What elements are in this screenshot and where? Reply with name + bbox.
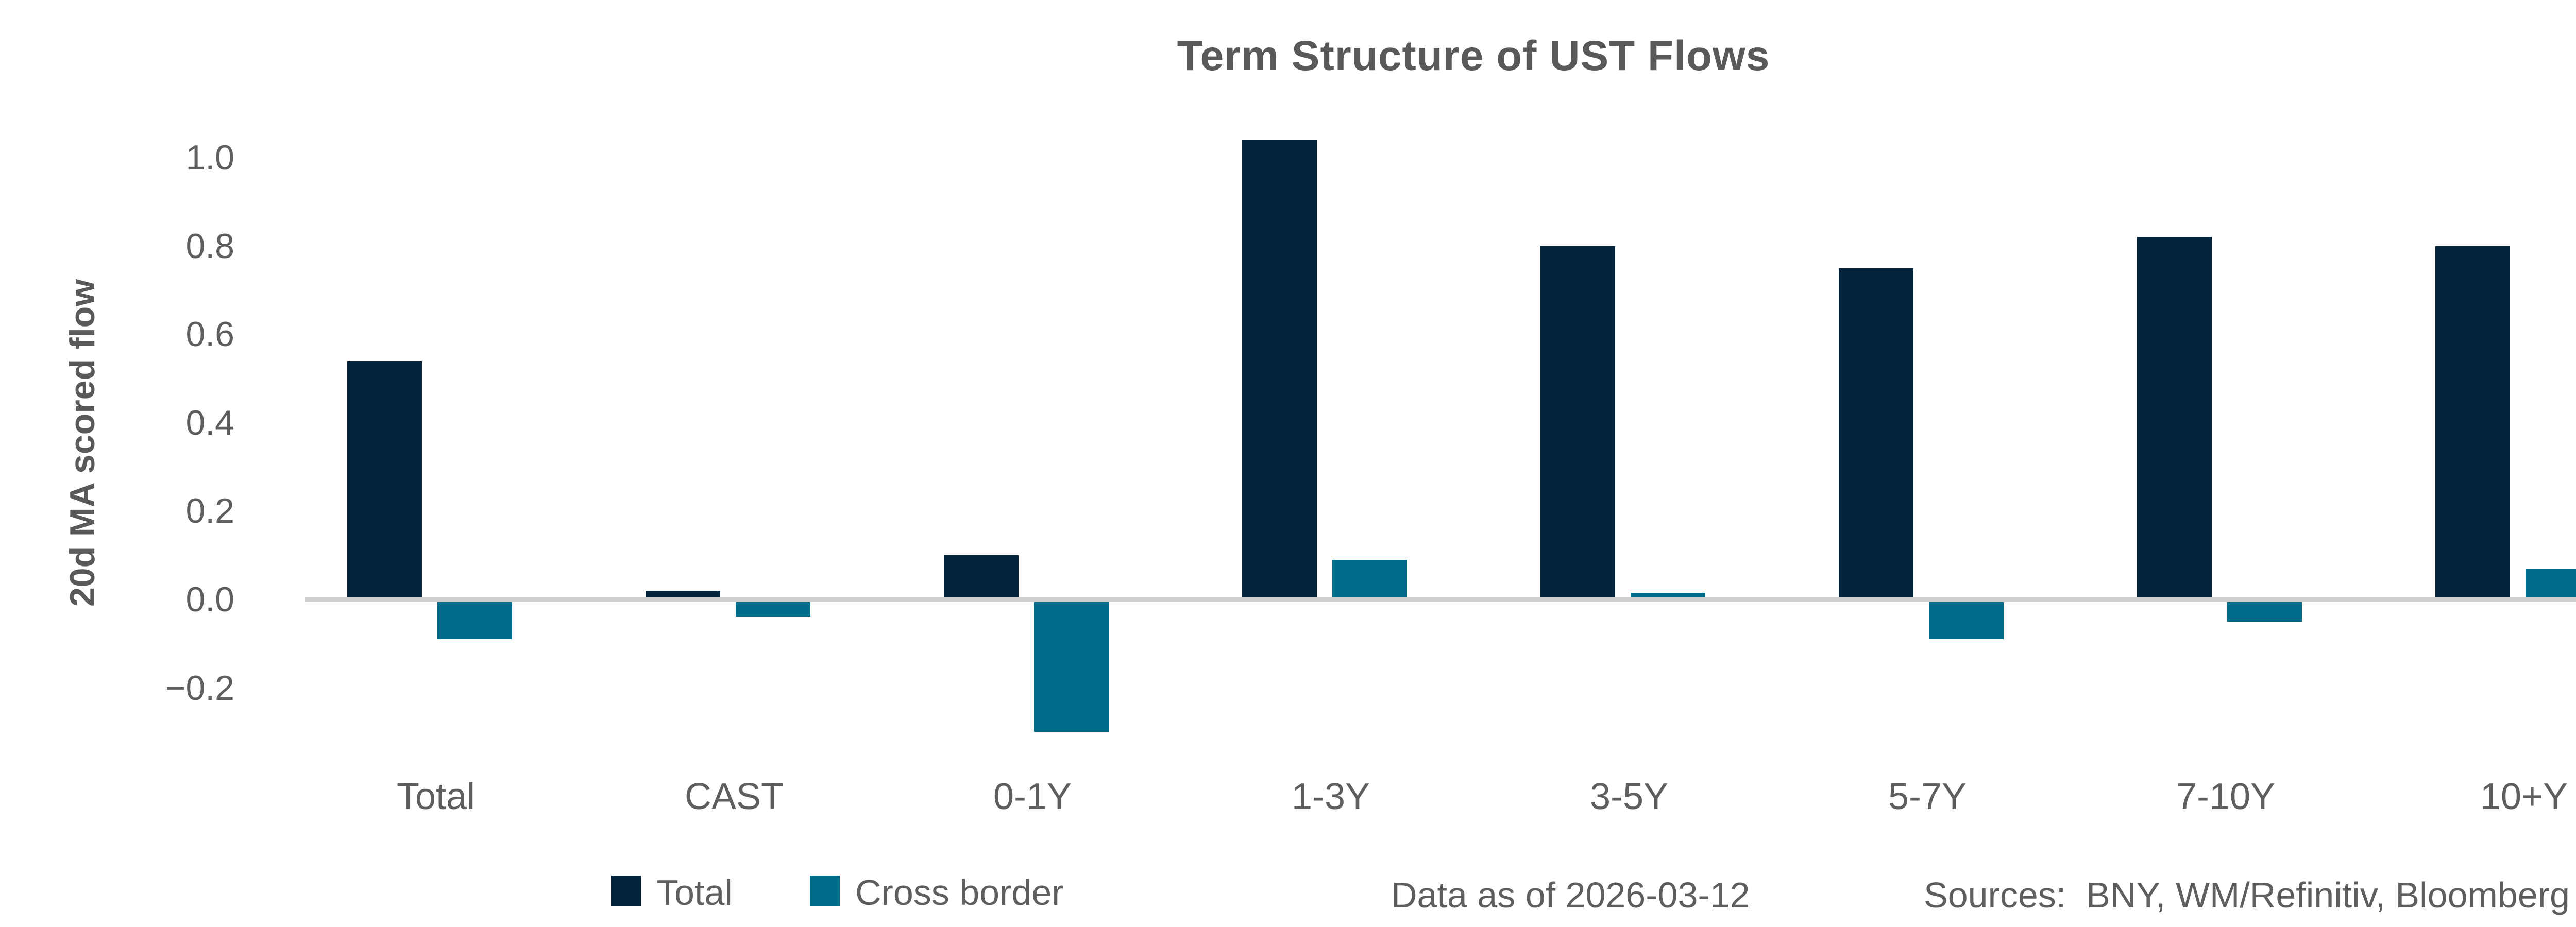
bar-cross-border-cast bbox=[736, 599, 810, 617]
bar-cross-border-0-1y bbox=[1034, 599, 1109, 732]
bar-total-cast bbox=[646, 590, 720, 599]
y-tick-label-0-8: 0.8 bbox=[185, 226, 234, 266]
legend-swatch-cross-border bbox=[810, 876, 840, 906]
bar-total-7-10y bbox=[2137, 237, 2212, 599]
zero-baseline bbox=[305, 597, 2576, 602]
sources-note: Sources: BNY, WM/Refinitiv, Bloomberg bbox=[1924, 875, 2570, 915]
bar-cross-border-5-7y bbox=[1929, 599, 2004, 640]
bar-total-3-5y bbox=[1540, 246, 1615, 599]
bar-cross-border-1-3y bbox=[1332, 559, 1407, 599]
y-tick-label-0-6: 0.6 bbox=[185, 315, 234, 354]
y-tick-label-0-4: 0.4 bbox=[185, 403, 234, 442]
x-axis-label-3-5y: 3-5Y bbox=[1589, 776, 1669, 817]
x-axis-label-7-10y: 7-10Y bbox=[2176, 776, 2276, 817]
x-axis-label-0-1y: 0-1Y bbox=[993, 776, 1072, 817]
bar-total-5-7y bbox=[1839, 268, 1913, 599]
bar-total-0-1y bbox=[944, 555, 1019, 599]
legend-swatch-total bbox=[611, 876, 641, 906]
chart-title: Term Structure of UST Flows bbox=[1177, 32, 1770, 79]
bar-total-10-y bbox=[2435, 246, 2510, 599]
x-axis-label-total: Total bbox=[396, 776, 476, 817]
y-tick-label--0-2: −0.2 bbox=[165, 668, 234, 708]
y-tick-label-0-0: 0.0 bbox=[185, 580, 234, 619]
legend-label-cross-border: Cross border bbox=[855, 872, 1064, 913]
y-tick-label-0-2: 0.2 bbox=[185, 491, 234, 531]
bar-cross-border-total bbox=[437, 599, 512, 640]
legend-label-total: Total bbox=[656, 872, 733, 913]
x-axis-label-10-y: 10+Y bbox=[2480, 776, 2568, 817]
data-as-of-note: Data as of 2026-03-12 bbox=[1391, 875, 1750, 915]
bar-cross-border-10-y bbox=[2526, 568, 2576, 599]
x-axis-label-1-3y: 1-3Y bbox=[1291, 776, 1370, 817]
bar-total-1-3y bbox=[1242, 140, 1317, 599]
bar-total-total bbox=[347, 360, 422, 599]
x-axis-label-5-7y: 5-7Y bbox=[1888, 776, 1967, 817]
x-axis-label-cast: CAST bbox=[684, 776, 784, 817]
y-tick-label-1-0: 1.0 bbox=[185, 138, 234, 177]
bar-cross-border-7-10y bbox=[2227, 599, 2302, 622]
